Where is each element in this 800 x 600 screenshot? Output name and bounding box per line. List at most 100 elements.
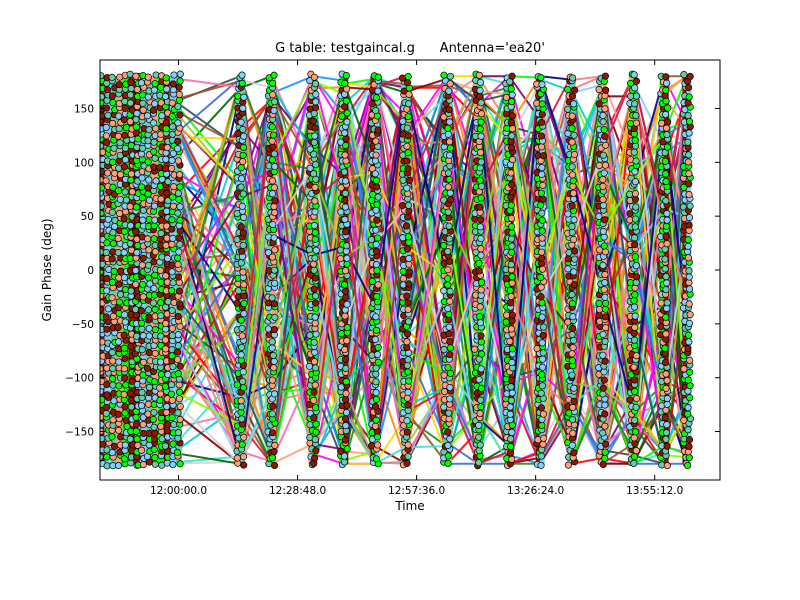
data-point: [311, 208, 319, 216]
data-point: [127, 287, 135, 295]
data-point: [599, 182, 607, 190]
data-point: [145, 246, 153, 254]
data-point: [685, 273, 693, 281]
data-point: [477, 216, 485, 224]
data-point: [371, 335, 379, 344]
data-point: [570, 449, 578, 457]
data-point: [138, 446, 146, 454]
data-point: [632, 273, 641, 281]
data-point: [507, 292, 515, 301]
data-point: [157, 195, 165, 203]
data-point: [684, 242, 692, 250]
data-point: [477, 132, 485, 140]
data-point: [477, 235, 485, 243]
data-point: [507, 119, 515, 127]
data-point: [163, 254, 172, 263]
data-point: [174, 348, 182, 356]
data-point: [168, 193, 177, 201]
data-point: [120, 249, 128, 257]
data-point: [446, 80, 454, 88]
data-point: [100, 142, 105, 150]
data-point: [126, 389, 134, 397]
data-point: [631, 241, 639, 249]
data-point: [238, 79, 246, 87]
data-point: [343, 260, 351, 268]
data-point: [103, 274, 111, 283]
data-point: [374, 193, 382, 201]
data-point: [502, 318, 510, 326]
data-point: [268, 344, 276, 352]
data-point: [268, 294, 276, 302]
data-point: [568, 331, 576, 339]
data-point: [268, 338, 276, 346]
data-point: [270, 461, 279, 469]
data-point: [476, 313, 484, 321]
data-point: [662, 435, 670, 443]
data-point: [121, 131, 129, 139]
data-point: [507, 396, 515, 405]
data-point: [238, 202, 246, 210]
data-point: [132, 305, 140, 314]
data-point: [116, 195, 124, 204]
data-point: [133, 143, 141, 151]
data-point: [176, 183, 184, 191]
data-point: [170, 299, 178, 307]
data-point: [311, 104, 320, 112]
x-tick-label: 12:28:48.0: [269, 485, 326, 497]
data-point: [115, 112, 123, 120]
data-point: [163, 403, 171, 411]
data-point: [626, 396, 634, 404]
data-point: [684, 404, 692, 412]
data-point: [240, 132, 248, 140]
data-point: [312, 90, 320, 98]
data-point: [342, 378, 350, 386]
data-point: [162, 74, 170, 82]
data-point: [150, 408, 158, 417]
x-axis-label: Time: [394, 499, 424, 513]
data-point: [373, 266, 381, 274]
data-point: [116, 209, 124, 217]
data-point: [120, 331, 128, 339]
data-point: [270, 150, 278, 158]
data-point: [445, 222, 453, 230]
data-point: [599, 118, 607, 126]
data-point: [151, 349, 159, 357]
data-point: [305, 362, 313, 370]
data-point: [661, 414, 669, 422]
data-point: [174, 254, 182, 262]
data-point: [685, 170, 693, 178]
data-point: [174, 409, 182, 417]
data-point: [601, 401, 609, 409]
data-point: [685, 180, 693, 188]
data-point: [402, 222, 411, 230]
data-point: [175, 248, 183, 256]
data-point: [570, 384, 578, 392]
data-point: [595, 212, 603, 220]
data-point: [150, 284, 158, 292]
data-point: [168, 324, 177, 332]
data-point: [138, 346, 146, 354]
data-point: [169, 440, 177, 448]
data-point: [120, 365, 128, 373]
data-point: [145, 383, 154, 391]
data-point: [121, 374, 129, 382]
data-point: [311, 454, 319, 462]
data-point: [685, 338, 693, 346]
data-point: [311, 197, 319, 205]
data-point: [626, 210, 634, 218]
data-point: [630, 303, 639, 311]
data-point: [508, 358, 516, 366]
data-point: [269, 79, 277, 87]
data-point: [507, 235, 516, 243]
data-point: [150, 258, 158, 266]
data-point: [121, 354, 129, 363]
data-point: [310, 285, 318, 293]
data-point: [342, 409, 351, 417]
data-point: [538, 209, 546, 217]
data-point: [121, 403, 129, 411]
data-point: [444, 364, 452, 372]
data-point: [631, 376, 639, 384]
data-point: [342, 389, 350, 398]
data-point: [270, 325, 278, 334]
data-point: [476, 303, 484, 311]
